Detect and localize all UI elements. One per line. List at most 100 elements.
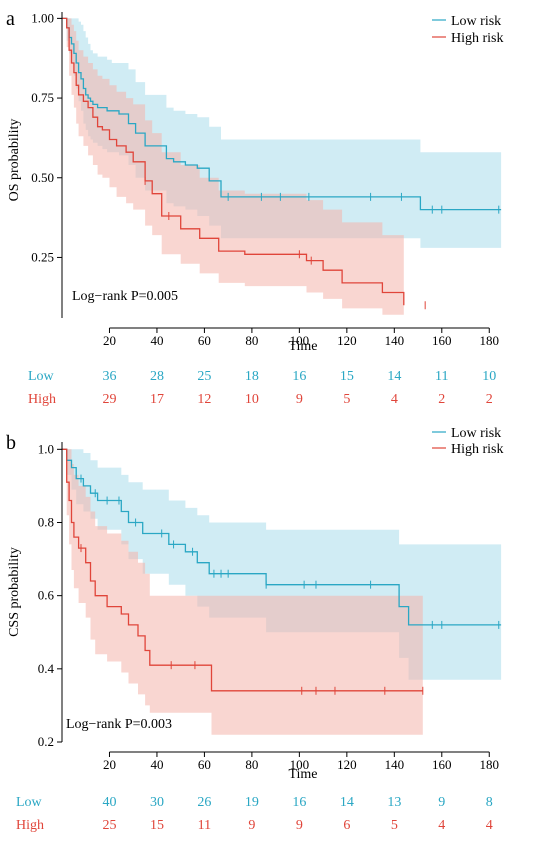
at-risk-high: 17 [150,392,164,407]
x-tick-label: 100 [290,757,310,772]
at-risk-low: 18 [245,369,259,384]
x-tick-label: 140 [385,333,405,348]
at-risk-high: 5 [391,818,398,833]
y-tick-label: 1.0 [38,441,54,456]
survival-curve-high [62,17,405,306]
at-risk-low: 16 [292,369,306,384]
y-tick-label: 1.00 [31,10,54,25]
legend: Low risk High risk [432,426,504,457]
survival-curve-high [62,448,423,692]
at-risk-high: 6 [343,818,350,833]
at-risk-low: 30 [150,795,164,810]
at-risk-high: 2 [438,392,445,407]
logrank-annotation: Log−rank P=0.005 [72,289,178,304]
x-tick-label: 80 [245,757,258,772]
panel-b-css: b 0.2 0.4 0.6 0.8 1.0 20 40 60 80 100 120 140 160 180… [6,426,504,833]
confidence-band-high [62,18,404,322]
risk-row-label-high: High [16,818,44,833]
at-risk-low: 36 [102,369,116,384]
y-tick-label: 0.8 [38,514,54,529]
y-tick-label: 0.4 [38,661,55,676]
at-risk-low: 15 [340,369,354,384]
panel-a-label: a [6,8,15,30]
at-risk-low: 16 [292,795,306,810]
x-tick-label: 120 [337,757,357,772]
x-tick-label: 140 [385,757,405,772]
risk-table-numbers: 40 30 26 19 16 14 13 9 8 25 15 11 9 9 6 5 4 4 [102,795,492,833]
at-risk-high: 29 [102,392,116,407]
y-tick-label: 0.25 [31,249,54,264]
risk-table-numbers: 36 28 25 18 16 15 14 11 10 29 17 12 10 9 5 4 2 2 [102,369,496,407]
x-tick-label: 40 [150,333,163,348]
y-tick-label: 0.50 [31,170,54,185]
survival-curves [62,17,502,306]
axes: 0.2 0.4 0.6 0.8 1.0 20 40 60 80 100 120 140 160 180 [38,441,499,772]
at-risk-low: 26 [197,795,211,810]
at-risk-low: 19 [245,795,259,810]
x-tick-label: 40 [150,757,163,772]
censor-marks [144,176,500,310]
at-risk-low: 11 [435,369,448,384]
confidence-bands [62,18,502,322]
at-risk-high: 9 [296,818,303,833]
at-risk-high: 4 [438,818,445,833]
at-risk-high: 5 [343,392,350,407]
at-risk-low: 13 [387,795,401,810]
x-tick-label: 160 [432,757,452,772]
x-axis-label: Time [288,767,317,782]
panel-a-os: a 0.25 0.50 0.75 1.00 20 40 60 80 100 120 140 160 18… [6,8,504,407]
y-axis-label: CSS probability [7,547,22,637]
y-axis-label: OS probability [7,119,22,202]
y-tick-label: 0.6 [38,588,55,603]
at-risk-low: 14 [387,369,401,384]
legend-label-high: High risk [451,442,504,457]
x-tick-label: 180 [480,757,500,772]
survival-curve-low [62,17,502,211]
y-tick-label: 0.2 [38,734,54,749]
at-risk-high: 10 [245,392,259,407]
risk-row-label-low: Low [28,369,55,384]
risk-row-label-high: High [28,392,56,407]
legend-label-low: Low risk [451,426,501,441]
at-risk-high: 9 [248,818,255,833]
x-tick-label: 60 [198,333,211,348]
axes: 0.25 0.50 0.75 1.00 20 40 60 80 100 120 140 160 180 [31,10,499,348]
at-risk-high: 4 [486,818,493,833]
at-risk-high: 4 [391,392,398,407]
at-risk-low: 40 [102,795,116,810]
risk-row-label-low: Low [16,795,43,810]
censor-marks [80,474,500,695]
at-risk-low: 8 [486,795,493,810]
panel-b-label: b [6,432,16,454]
at-risk-high: 15 [150,818,164,833]
at-risk-high: 11 [198,818,211,833]
risk-table: Low High 40 30 26 19 16 14 13 9 8 25 15 11 9 9 6 5 4 4 [16,795,493,833]
confidence-bands [62,449,502,735]
legend-label-high: High risk [451,31,504,46]
y-tick-label: 0.75 [31,90,54,105]
x-tick-label: 80 [245,333,258,348]
x-tick-label: 60 [198,757,211,772]
at-risk-low: 14 [340,795,354,810]
risk-table: Low High 36 28 25 18 16 15 14 11 10 29 17 12 10 9 5 4 2 2 [28,369,496,407]
at-risk-low: 9 [438,795,445,810]
at-risk-low: 25 [197,369,211,384]
x-axis-label: Time [288,339,317,354]
x-tick-label: 20 [103,333,116,348]
x-tick-label: 180 [480,333,500,348]
legend: Low risk High risk [432,14,504,46]
x-tick-label: 120 [337,333,357,348]
at-risk-high: 2 [486,392,493,407]
x-tick-label: 160 [432,333,452,348]
x-tick-label: 20 [103,757,116,772]
confidence-band-high [62,449,423,735]
at-risk-high: 12 [197,392,211,407]
at-risk-low: 28 [150,369,164,384]
x-tick-label: 100 [290,333,310,348]
at-risk-low: 10 [482,369,496,384]
at-risk-high: 9 [296,392,303,407]
logrank-annotation: Log−rank P=0.003 [66,717,172,732]
legend-label-low: Low risk [451,14,501,29]
at-risk-high: 25 [102,818,116,833]
